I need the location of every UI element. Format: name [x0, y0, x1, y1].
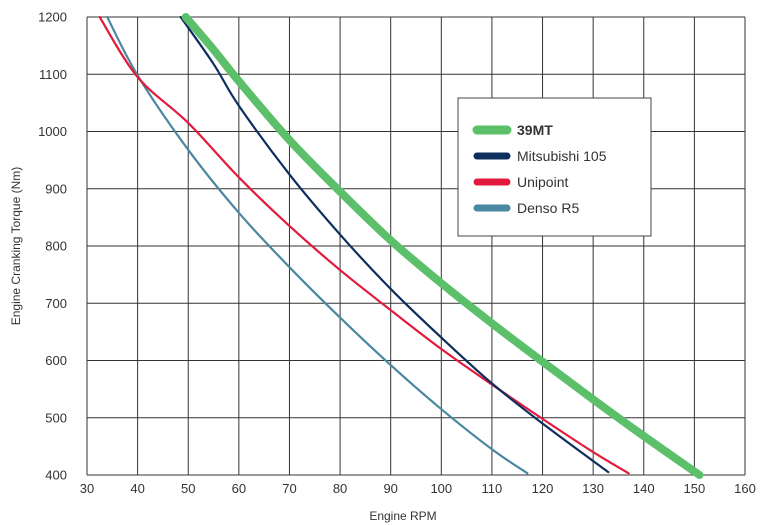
x-tick-label: 100 [430, 481, 452, 496]
legend-item-denso-r5: Denso R5 [473, 200, 579, 216]
y-tick-label: 900 [45, 181, 67, 196]
series-line-denso-r5 [106, 15, 529, 475]
x-tick-label: 130 [582, 481, 604, 496]
series-line-unipoint [98, 15, 630, 475]
x-tick-label: 140 [633, 481, 655, 496]
y-tick-label: 700 [45, 296, 67, 311]
grid [86, 16, 746, 476]
y-axis-title: Engine Cranking Torque (Nm) [9, 167, 23, 326]
y-tick-label: 600 [45, 353, 67, 368]
series-line-mitsubishi-105 [179, 15, 610, 474]
y-tick-label: 800 [45, 239, 67, 254]
x-tick-label: 30 [80, 481, 94, 496]
series-line-39mt [181, 13, 704, 479]
legend-item-unipoint: Unipoint [473, 174, 568, 190]
series-lines [98, 13, 704, 479]
y-tick-label: 1200 [38, 10, 67, 25]
legend-label: Denso R5 [517, 200, 579, 216]
x-tick-label: 120 [532, 481, 554, 496]
x-axis-title: Engine RPM [369, 509, 436, 523]
legend-label: 39MT [517, 122, 553, 138]
y-tick-label: 400 [45, 468, 67, 483]
y-tick-label: 1100 [39, 67, 67, 82]
y-tick-labels: 400 500 600 700 800 900 1000 1100 1200 [38, 10, 67, 483]
legend-item-39mt: 39MT [472, 122, 553, 138]
x-tick-label: 80 [333, 481, 347, 496]
x-tick-label: 50 [181, 481, 195, 496]
legend-item-mitsubishi-105: Mitsubishi 105 [473, 148, 607, 164]
x-tick-label: 90 [383, 481, 397, 496]
x-tick-label: 160 [734, 481, 756, 496]
legend-items: 39MT Mitsubishi 105 Unipoint Denso R5 [472, 122, 607, 216]
x-tick-label: 150 [684, 481, 706, 496]
x-tick-label: 60 [232, 481, 246, 496]
legend-label: Unipoint [517, 174, 568, 190]
x-tick-labels: 30 40 50 60 70 80 90 100 110 120 130 140 150 160 [80, 481, 756, 496]
x-tick-label: 70 [282, 481, 296, 496]
legend-box [457, 97, 652, 237]
x-tick-label: 110 [482, 481, 503, 496]
y-tick-label: 1000 [38, 124, 67, 139]
legend: 39MT Mitsubishi 105 Unipoint Denso R5 [457, 97, 652, 237]
x-tick-label: 40 [130, 481, 144, 496]
y-tick-label: 500 [45, 410, 67, 425]
legend-label: Mitsubishi 105 [517, 148, 607, 164]
